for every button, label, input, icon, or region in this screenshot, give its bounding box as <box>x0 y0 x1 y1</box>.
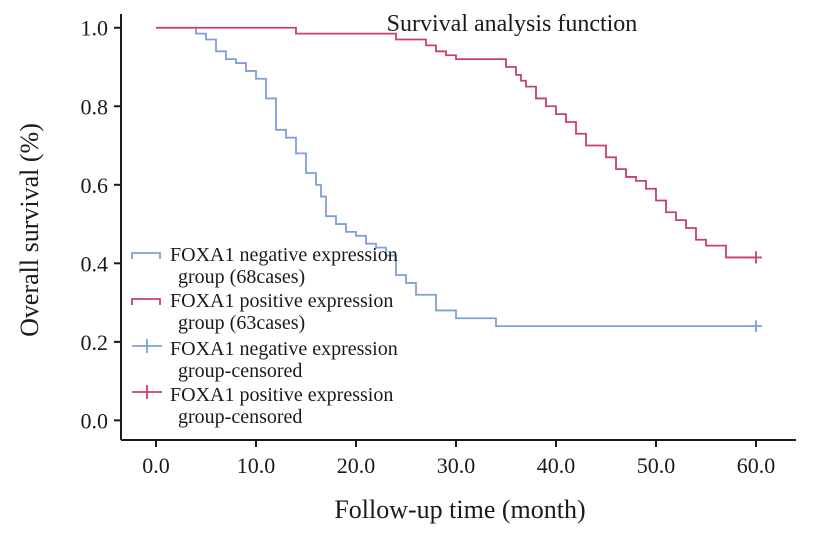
x-tick-label: 10.0 <box>237 453 276 478</box>
legend-label-cont: group-censored <box>178 360 302 382</box>
legend-label-cont: group (68cases) <box>178 266 305 288</box>
series-layer <box>156 26 762 333</box>
x-tick-label: 60.0 <box>737 453 776 478</box>
legend-label: FOXA1 positive expression <box>170 384 393 406</box>
legend-line-swatch <box>131 298 161 305</box>
y-tick-label: 0.4 <box>81 251 109 276</box>
legend-label-cont: group-censored <box>178 406 302 428</box>
legend-label-cont: group (63cases) <box>178 312 305 334</box>
legend-censor-swatch <box>132 385 162 399</box>
censor-mark <box>750 251 762 264</box>
legend-label: FOXA1 negative expression <box>170 244 398 266</box>
x-tick-label: 50.0 <box>637 453 676 478</box>
x-tick-label: 0.0 <box>142 453 170 478</box>
y-axis-title: Overall survival (%) <box>15 123 44 337</box>
legend-label: FOXA1 positive expression <box>170 290 393 312</box>
chart-title: Survival analysis function <box>387 11 638 37</box>
survival-curve-positive <box>156 26 756 259</box>
x-ticks: 0.0 10.0 20.0 30.0 40.0 50.0 60.0 <box>142 440 775 478</box>
y-ticks: 0.0 0.2 0.4 0.6 0.8 1.0 <box>81 16 121 433</box>
y-tick-label: 0.6 <box>81 173 109 198</box>
y-tick-label: 0.0 <box>81 408 109 433</box>
censor-mark <box>750 320 762 333</box>
x-tick-label: 40.0 <box>537 453 576 478</box>
x-axis-title: Follow-up time (month) <box>334 495 585 524</box>
y-tick-label: 1.0 <box>81 16 109 41</box>
survival-curve-negative <box>156 26 756 328</box>
x-tick-label: 20.0 <box>337 453 376 478</box>
x-tick-label: 30.0 <box>437 453 476 478</box>
legend-censor-swatch <box>132 339 162 353</box>
legend-label: FOXA1 negative expression <box>170 338 398 360</box>
y-tick-label: 0.8 <box>81 94 109 119</box>
legend-line-swatch <box>131 252 161 259</box>
y-tick-label: 0.2 <box>81 330 109 355</box>
